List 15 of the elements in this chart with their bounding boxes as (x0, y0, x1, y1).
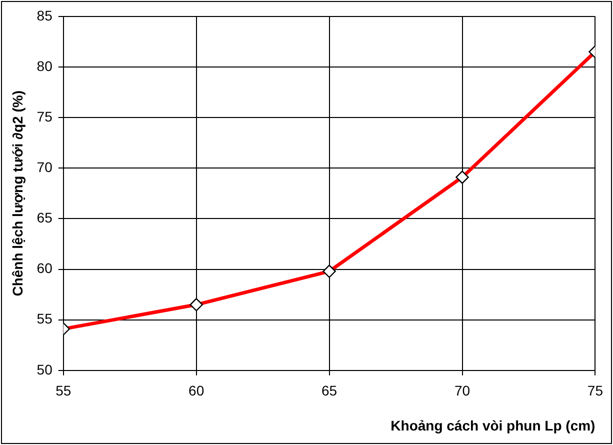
y-tick-label: 55 (36, 310, 53, 327)
y-tick-label: 80 (36, 58, 53, 74)
y-tick-label: 85 (36, 7, 53, 24)
x-tick-label: 65 (322, 382, 338, 399)
x-tick-label: 70 (454, 382, 470, 399)
y-tick-label: 70 (36, 158, 53, 175)
x-tick-label: 55 (56, 382, 72, 399)
y-axis-title: Chênh lệch lượng tưới ∂q2 (%) (9, 90, 26, 296)
x-tick-label: 75 (587, 382, 604, 399)
y-tick-label: 60 (36, 260, 53, 276)
y-tick-label: 65 (36, 210, 53, 226)
x-tick-label: 60 (188, 382, 204, 399)
y-tick-label: 50 (36, 361, 53, 378)
y-tick-label: 75 (36, 108, 53, 124)
x-axis-title: Khoảng cách vòi phun Lp (cm) (390, 417, 596, 434)
